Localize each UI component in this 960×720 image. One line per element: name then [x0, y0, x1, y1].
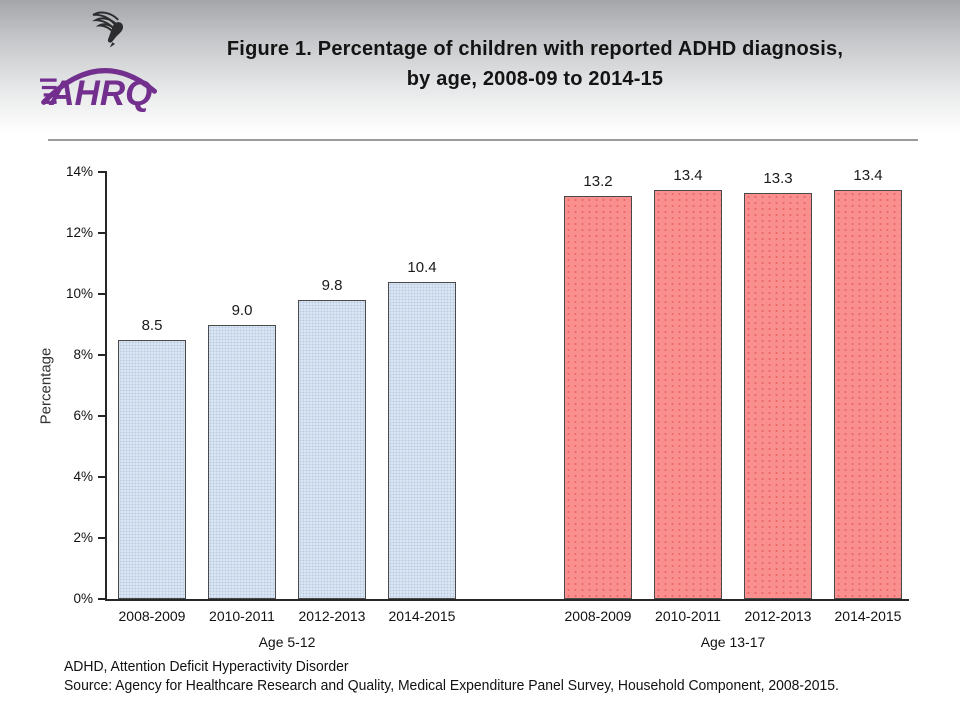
bar-value-age-13-17-2008-2009: 13.2: [583, 173, 613, 191]
y-tick-label-10-: 10%: [65, 286, 93, 301]
header-gradient: [0, 0, 960, 134]
hhs-eagle-icon: [92, 11, 124, 48]
x-category-label-age-13-17-2014-2015: 2014-2015: [834, 608, 902, 624]
bar-age-5-12-2008-2009: [118, 339, 186, 599]
bar-chart: Percentage 0% 2% 4% 6% 8% 10% 12% 14% 8.5 2008-20…: [0, 150, 960, 655]
x-category-label-age-5-12-2008-2009: 2008-2009: [118, 608, 186, 624]
bar-value-age-5-12-2014-2015: 10.4: [407, 258, 437, 276]
x-group-label-age-13-17: Age 13-17: [700, 634, 766, 650]
y-tick-label-14-: 14%: [65, 164, 93, 179]
y-tick-mark-4-: [98, 476, 107, 478]
plot-area: 0% 2% 4% 6% 8% 10% 12% 14% 8.5 2008-2009 9.0 2010-2…: [66, 164, 909, 650]
x-group-label-age-5-12: Age 5-12: [258, 634, 316, 650]
header-divider: [48, 139, 918, 141]
bar-age-5-12-2014-2015: [388, 281, 456, 599]
bar-age-5-12-2012-2013: [298, 300, 366, 599]
y-tick-mark-12-: [98, 232, 107, 234]
y-tick-mark-8-: [98, 354, 107, 356]
y-tick-label-4-: 4%: [73, 469, 93, 484]
y-tick-label-0-: 0%: [73, 591, 93, 606]
y-tick-label-2-: 2%: [73, 530, 93, 545]
footnote-abbreviation: ADHD, Attention Deficit Hyperactivity Di…: [64, 658, 349, 675]
y-tick-mark-2-: [98, 537, 107, 539]
y-tick-label-8-: 8%: [73, 347, 93, 362]
y-tick-mark-6-: [98, 415, 107, 417]
bar-age-13-17-2012-2013: [744, 193, 812, 599]
bar-value-age-13-17-2014-2015: 13.4: [853, 167, 883, 185]
y-tick-mark-14-: [98, 171, 107, 173]
x-category-label-age-13-17-2012-2013: 2012-2013: [744, 608, 812, 624]
y-tick-label-12-: 12%: [65, 225, 93, 240]
bar-age-5-12-2010-2011: [208, 324, 276, 599]
ahrq-wordmark: AHRQ: [40, 68, 157, 113]
x-category-label-age-5-12-2010-2011: 2010-2011: [209, 608, 275, 624]
x-category-label-age-13-17-2008-2009: 2008-2009: [564, 608, 632, 624]
y-tick-label-6-: 6%: [73, 408, 93, 423]
bar-age-13-17-2008-2009: [564, 196, 632, 599]
bar-age-13-17-2010-2011: [654, 190, 722, 599]
footnote: ADHD, Attention Deficit Hyperactivity Di…: [64, 657, 839, 695]
x-category-label-age-5-12-2014-2015: 2014-2015: [388, 608, 456, 624]
y-tick-mark-10-: [98, 293, 107, 295]
x-category-label-age-13-17-2010-2011: 2010-2011: [655, 608, 721, 624]
bar-value-age-13-17-2010-2011: 13.4: [673, 167, 703, 185]
bar-value-age-5-12-2010-2011: 9.0: [231, 301, 253, 319]
x-category-label-age-5-12-2012-2013: 2012-2013: [298, 608, 366, 624]
figure-title-line1: Figure 1. Percentage of children with re…: [226, 38, 844, 60]
figure-title-line2: by age, 2008-09 to 2014-15: [406, 68, 664, 90]
figure-title: Figure 1. Percentage of children with re…: [150, 34, 920, 94]
bar-age-13-17-2014-2015: [834, 190, 902, 599]
bar-value-age-13-17-2012-2013: 13.3: [763, 170, 793, 188]
bar-value-age-5-12-2012-2013: 9.8: [321, 277, 343, 295]
footnote-source: Source: Agency for Healthcare Research a…: [64, 677, 839, 694]
ahrq-logo: AHRQ: [40, 6, 162, 113]
y-tick-mark-0-: [98, 598, 107, 600]
bar-value-age-5-12-2008-2009: 8.5: [141, 316, 163, 334]
